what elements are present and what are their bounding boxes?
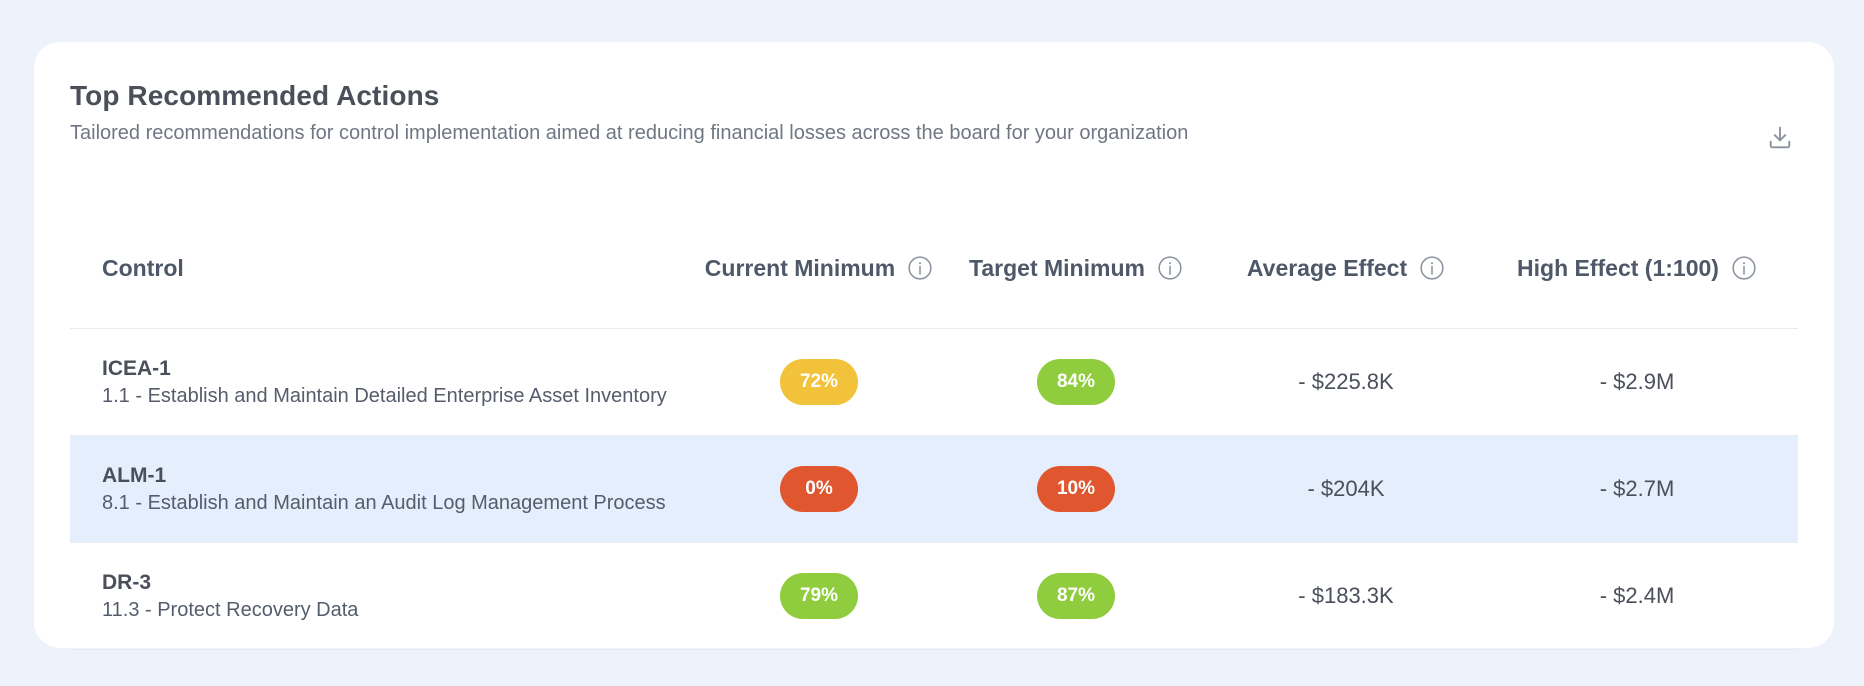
actions-table: Control Current Minimum Target Minimum A… (70, 208, 1798, 650)
target-minimum-cell: 87% (936, 573, 1216, 619)
control-cell: DR-3 11.3 - Protect Recovery Data (70, 570, 702, 623)
current-minimum-badge: 0% (780, 466, 858, 512)
current-minimum-cell: 79% (702, 573, 936, 619)
column-header-label: Target Minimum (969, 254, 1145, 281)
info-icon[interactable] (907, 255, 933, 281)
target-minimum-badge: 84% (1037, 359, 1115, 405)
card-title: Top Recommended Actions (70, 80, 440, 111)
average-effect-value: - $225.8K (1298, 369, 1394, 394)
column-header-average-effect: Average Effect (1216, 255, 1476, 282)
column-header-target-minimum: Target Minimum (936, 255, 1216, 282)
table-row[interactable]: ALM-1 8.1 - Establish and Maintain an Au… (70, 436, 1798, 543)
card-subtitle: Tailored recommendations for control imp… (70, 122, 1189, 144)
download-icon (1769, 126, 1791, 149)
column-header-current-minimum: Current Minimum (702, 255, 936, 282)
column-header-label: Average Effect (1246, 254, 1408, 281)
control-cell: ICEA-1 1.1 - Establish and Maintain Deta… (70, 356, 702, 409)
table-row[interactable]: ICEA-1 1.1 - Establish and Maintain Deta… (70, 329, 1798, 436)
target-minimum-cell: 84% (936, 359, 1216, 405)
download-button[interactable] (1762, 120, 1798, 156)
control-id: DR-3 (102, 570, 152, 594)
recommended-actions-card: Top Recommended Actions Tailored recomme… (34, 42, 1834, 650)
control-cell: ALM-1 8.1 - Establish and Maintain an Au… (70, 463, 702, 516)
current-minimum-cell: 0% (702, 466, 936, 512)
average-effect-value: - $183.3K (1298, 583, 1394, 608)
current-minimum-badge: 72% (780, 359, 858, 405)
control-description: 1.1 - Establish and Maintain Detailed En… (102, 384, 667, 407)
column-header-label: High Effect (1:100) (1517, 254, 1719, 281)
column-header-label: Current Minimum (704, 254, 896, 281)
target-minimum-badge: 10% (1037, 466, 1115, 512)
table-header-row: Control Current Minimum Target Minimum A… (70, 208, 1798, 329)
card-header: Top Recommended Actions Tailored recomme… (70, 80, 1798, 149)
control-id: ALM-1 (102, 463, 167, 487)
high-effect-value: - $2.4M (1599, 583, 1675, 608)
target-minimum-badge: 87% (1037, 573, 1115, 619)
current-minimum-badge: 79% (780, 573, 858, 619)
info-icon[interactable] (1157, 255, 1183, 281)
high-effect-value: - $2.9M (1599, 369, 1675, 394)
control-description: 8.1 - Establish and Maintain an Audit Lo… (102, 491, 666, 514)
info-icon[interactable] (1731, 255, 1757, 281)
target-minimum-cell: 10% (936, 466, 1216, 512)
average-effect-value: - $204K (1307, 476, 1385, 501)
column-header-label: Control (102, 254, 184, 281)
current-minimum-cell: 72% (702, 359, 936, 405)
table-row[interactable]: DR-3 11.3 - Protect Recovery Data 79% 87… (70, 543, 1798, 650)
control-description: 11.3 - Protect Recovery Data (102, 598, 359, 621)
column-header-control: Control (70, 255, 702, 282)
column-header-high-effect: High Effect (1:100) (1476, 255, 1798, 282)
high-effect-value: - $2.7M (1599, 476, 1675, 501)
control-id: ICEA-1 (102, 356, 171, 380)
info-icon[interactable] (1419, 255, 1445, 281)
